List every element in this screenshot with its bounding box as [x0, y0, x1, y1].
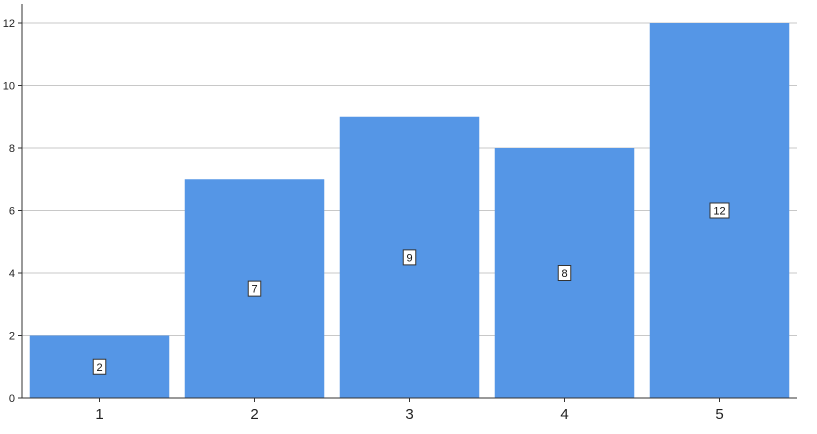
x-tick-label: 3: [405, 406, 413, 423]
data-label: 12: [713, 206, 725, 218]
y-tick-label: 4: [9, 268, 15, 280]
data-label-box: [247, 280, 262, 297]
data-labels: 2 7 9 8 12: [92, 202, 730, 375]
y-tick-label: 12: [3, 18, 15, 30]
x-tick-label: 4: [560, 406, 568, 423]
y-tick-label: 2: [9, 331, 15, 343]
y-tick-labels: 0 2 4 6 8 10 12: [3, 18, 22, 405]
x-tick-label: 5: [715, 406, 723, 423]
data-label: 8: [561, 268, 567, 280]
y-tick-label: 8: [9, 143, 15, 155]
data-label: 2: [96, 362, 102, 374]
y-tick-label: 0: [9, 393, 15, 405]
data-label-box: [709, 202, 730, 219]
data-label-box: [92, 358, 107, 375]
x-tick-labels: 1 2 3 4 5: [95, 398, 724, 423]
data-label-box: [557, 265, 572, 281]
data-label-box: [402, 249, 417, 266]
data-label: 7: [251, 284, 257, 296]
x-tick-label: 1: [95, 406, 103, 423]
data-label: 9: [406, 252, 412, 264]
x-tick-label: 2: [250, 406, 258, 423]
y-tick-label: 6: [9, 206, 15, 218]
y-tick-label: 10: [3, 81, 15, 93]
